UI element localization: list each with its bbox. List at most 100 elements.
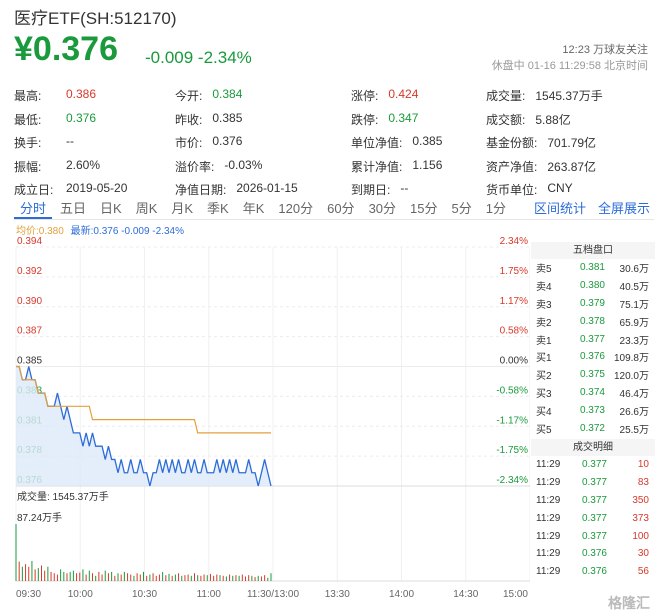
x-tick: 13:30: [325, 589, 350, 600]
order-book-row: 买4 0.373 26.6万: [531, 401, 655, 419]
stat-label: 累计净值:: [351, 159, 403, 174]
stat-value: 701.79亿: [547, 136, 597, 151]
order-book-cell: 0.378: [579, 315, 605, 327]
order-book-cell: 65.9万: [619, 317, 649, 329]
stat-value: -0.03%: [224, 157, 263, 172]
x-tick: 14:00: [389, 589, 414, 600]
stat-cell: 昨收: 0.385: [175, 111, 351, 128]
order-book-cell: 120.0万: [613, 371, 649, 383]
deal-cell: 373: [632, 512, 649, 524]
y-tick-right: 0.58%: [500, 326, 528, 337]
order-book-row: 卖3 0.379 75.1万: [531, 295, 655, 313]
stat-value: 2026-01-15: [236, 181, 298, 196]
deal-cell: 0.376: [581, 548, 607, 560]
deal-row: 11:29 0.377 10: [531, 456, 655, 474]
order-book-cell: 0.373: [579, 404, 605, 416]
tab-3[interactable]: 周K: [135, 201, 158, 216]
y-tick-right: -1.17%: [496, 415, 528, 426]
stat-label: 市价:: [175, 136, 203, 151]
y-tick-left: 0.387: [17, 326, 42, 337]
tab-11[interactable]: 5分: [451, 201, 472, 216]
deal-cell: 0.377: [581, 494, 607, 506]
order-book-cell: 0.374: [579, 386, 605, 398]
x-tick: 10:30: [132, 589, 157, 600]
tab-12[interactable]: 1分: [485, 201, 506, 216]
deal-row: 11:29 0.376 56: [531, 563, 655, 581]
deal-cell: 56: [637, 566, 649, 578]
order-book-cell: 30.6万: [619, 264, 649, 276]
current-price: ¥0.376: [14, 30, 118, 68]
tab-6[interactable]: 年K: [242, 201, 265, 216]
stat-value: 2.60%: [66, 157, 101, 172]
x-tick: 10:00: [68, 589, 93, 600]
order-book-cell: 卖2: [536, 317, 552, 329]
order-book-row: 卖5 0.381 30.6万: [531, 259, 655, 277]
y-tick-right: 2.34%: [500, 236, 528, 247]
order-book-cell: 109.8万: [613, 353, 649, 365]
stat-value: 0.385: [212, 110, 243, 125]
stat-label: 成交额:: [486, 112, 526, 127]
stat-value: 1545.37万手: [535, 89, 603, 104]
deal-cell: 11:29: [536, 512, 561, 524]
order-book-row: 买5 0.372 25.5万: [531, 419, 655, 437]
deal-cell: 11:29: [536, 459, 561, 471]
series-avg-line: [16, 365, 271, 434]
deal-cell: 83: [637, 477, 649, 489]
stat-cell: 最低: 0.376: [14, 111, 175, 128]
deal-cell: 0.377: [581, 512, 607, 524]
order-book-cell: 46.4万: [619, 388, 649, 400]
stat-cell: 涨停: 0.424: [351, 87, 486, 104]
intraday-chart[interactable]: 0.394 2.34% 0.392 1.75% 0.390 1.17% 0.387 0.58%…: [0, 236, 530, 615]
stat-label: 成立日:: [14, 183, 54, 198]
order-book-cell: 卖3: [536, 299, 552, 311]
deal-cell: 30: [637, 548, 649, 560]
stat-value: 0.424: [388, 87, 419, 102]
x-tick: 11:00: [197, 589, 222, 600]
range-stats-link[interactable]: 区间统计: [533, 201, 586, 216]
stat-value: 2019-05-20: [66, 181, 128, 196]
order-book-row: 买1 0.376 109.8万: [531, 348, 655, 366]
quote-stats-grid: 最高: 0.386 今开: 0.384 涨停: 0.424 成交量: 1545.37万手 最低:…: [14, 84, 654, 202]
stat-label: 最高:: [14, 89, 42, 104]
tab-1[interactable]: 五日: [60, 201, 87, 216]
x-tick: 15:00: [503, 589, 528, 600]
stat-cell: 市价: 0.376: [175, 134, 351, 151]
y-tick-left: 0.394: [17, 236, 42, 247]
tab-4[interactable]: 月K: [171, 201, 194, 216]
stat-cell: 货币单位: CNY: [486, 181, 654, 198]
tab-0[interactable]: 分时: [14, 196, 53, 219]
deals-title: 成交明细: [531, 438, 655, 456]
order-book-cell: 买4: [536, 406, 552, 418]
tab-7[interactable]: 120分: [278, 201, 314, 216]
stat-cell: 成立日: 2019-05-20: [14, 181, 175, 198]
deal-cell: 11:29: [536, 530, 561, 542]
stat-value: --: [66, 134, 74, 149]
y-tick-right: 1.17%: [500, 296, 528, 307]
order-book-row: 卖1 0.377 23.3万: [531, 330, 655, 348]
order-book-row: 买2 0.375 120.0万: [531, 366, 655, 384]
deal-row: 11:29 0.377 100: [531, 527, 655, 545]
stat-label: 昨收:: [175, 112, 203, 127]
stat-cell: 溢价率: -0.03%: [175, 158, 351, 175]
fullscreen-link[interactable]: 全屏展示: [597, 201, 650, 216]
tab-9[interactable]: 30分: [368, 201, 397, 216]
tab-5[interactable]: 季K: [207, 201, 229, 216]
order-book-cell: 买1: [536, 353, 552, 365]
watermark-logo: 格隆汇: [608, 595, 650, 611]
order-book-cell: 40.5万: [619, 282, 649, 294]
stat-label: 振幅:: [14, 159, 42, 174]
deal-cell: 11:29: [536, 548, 561, 560]
order-book-cell: 25.5万: [619, 424, 649, 436]
stat-cell: 跌停: 0.347: [351, 111, 486, 128]
stat-label: 成交量:: [486, 89, 526, 104]
latest-price-legend: 最新:0.376 -0.009 -2.34%: [70, 226, 184, 237]
stat-label: 净值日期:: [175, 183, 227, 198]
order-book-cell: 0.375: [579, 369, 605, 381]
tab-10[interactable]: 15分: [410, 201, 438, 216]
deal-row: 11:29 0.377 373: [531, 509, 655, 527]
tab-2[interactable]: 日K: [100, 201, 122, 216]
order-book-cell: 买5: [536, 424, 552, 436]
deal-cell: 100: [632, 530, 649, 542]
order-book-panel: 五档盘口 卖5 0.381 30.6万 卖4 0.380 40.5万 卖3 0.379 75.1…: [531, 242, 655, 581]
tab-8[interactable]: 60分: [327, 201, 355, 216]
